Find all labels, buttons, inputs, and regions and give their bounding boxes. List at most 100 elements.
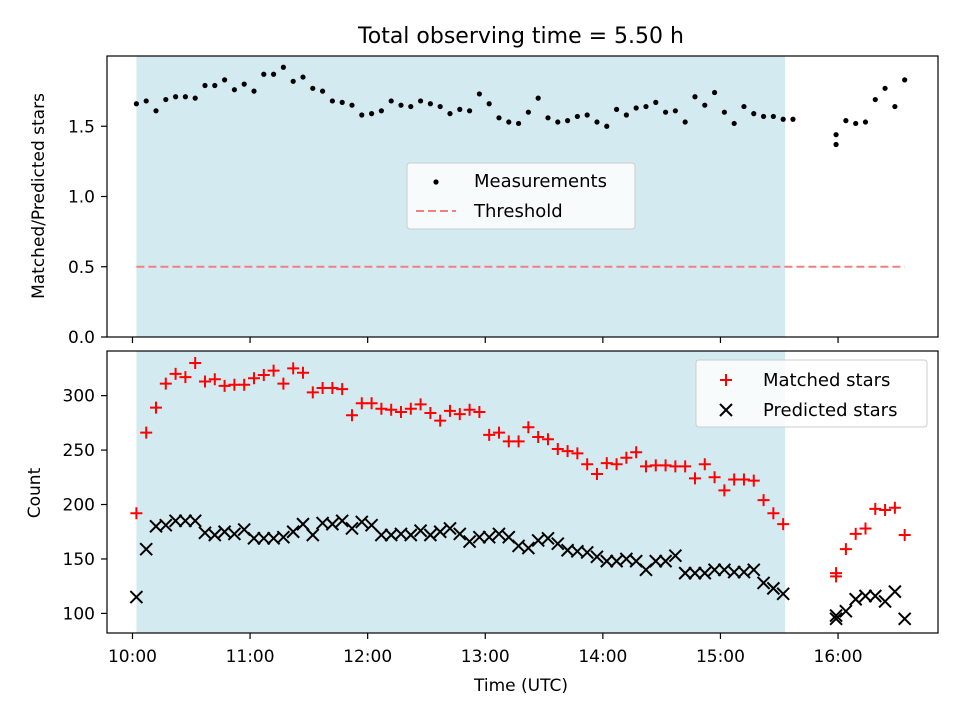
- counts-x-tick-label: 12:00: [343, 647, 392, 667]
- counts-observing-span: [136, 351, 786, 633]
- predicted-star-point: [306, 528, 320, 542]
- ratio-x-ticks: [131, 337, 839, 343]
- measurement-point: [833, 132, 839, 138]
- predicted-star-point: [247, 531, 261, 545]
- counts-legend: Matched stars Predicted stars: [695, 359, 928, 428]
- matched-star-point: [130, 507, 143, 520]
- measurement-point: [564, 118, 571, 124]
- predicted-star-point: [208, 528, 222, 542]
- predicted-star-point: [335, 514, 349, 528]
- measurement-point: [604, 123, 610, 129]
- matched-star-point: [757, 494, 770, 507]
- matched-star-point: [688, 472, 701, 485]
- matched-star-point: [414, 398, 427, 411]
- matched-star-point: [859, 522, 872, 535]
- matched-star-point: [830, 570, 843, 583]
- matched-star-point: [375, 402, 388, 415]
- predicted-star-point: [139, 542, 153, 556]
- chart-title: Total observing time = 5.50 h: [357, 24, 684, 49]
- predicted-star-point: [756, 576, 771, 590]
- matched-star-point: [839, 543, 852, 556]
- matched-star-point: [512, 435, 525, 448]
- matched-star-point: [336, 383, 349, 396]
- legend-measurements-label: Measurements: [474, 171, 607, 192]
- counts-x-tick-label: 10:00: [108, 647, 157, 667]
- matched-star-point: [463, 403, 476, 416]
- matched-star-point: [767, 507, 780, 520]
- measurement-point: [525, 109, 531, 115]
- measurement-point: [594, 119, 600, 125]
- matched-star-point: [777, 518, 790, 531]
- predicted-star-point: [747, 563, 761, 577]
- predicted-star-point: [257, 531, 271, 545]
- measurement-point: [408, 103, 414, 110]
- matched-star-point: [590, 468, 603, 481]
- ratio-y-tick-label: 1.5: [68, 117, 95, 137]
- counts-x-tick-label: 16:00: [814, 647, 863, 667]
- measurement-point: [300, 74, 306, 80]
- measurement-point: [163, 96, 169, 103]
- measurement-point: [672, 108, 678, 114]
- matched-star-point: [169, 367, 182, 380]
- matched-star-point: [532, 431, 545, 444]
- measurement-point: [721, 109, 727, 115]
- measurement-point: [241, 81, 247, 87]
- matched-star-point: [718, 484, 731, 497]
- measurement-point: [633, 105, 639, 111]
- counts-legend-box: [695, 359, 928, 428]
- predicted-star-point: [829, 612, 843, 626]
- measurement-point: [833, 141, 839, 148]
- counts-y-tick-label: 100: [63, 604, 95, 624]
- matched-star-point: [140, 426, 153, 439]
- predicted-star-point: [296, 517, 310, 531]
- matched-star-point: [257, 368, 270, 381]
- counts-y-axis-label: Count: [25, 467, 45, 518]
- measurement-point: [702, 102, 708, 108]
- matched-star-point: [287, 362, 300, 375]
- ratio-points: [133, 64, 908, 148]
- measurement-point: [515, 120, 522, 127]
- predicted-star-point: [492, 527, 506, 541]
- predicted-star-point: [888, 584, 902, 599]
- counts-axes-frame: [106, 350, 939, 634]
- measurement-point: [388, 98, 394, 104]
- matched-star-point: [610, 458, 623, 471]
- matched-star-point: [434, 414, 447, 427]
- measurement-point: [202, 82, 208, 89]
- measurement-point: [172, 94, 179, 100]
- matched-star-point: [869, 502, 882, 515]
- measurement-point: [427, 101, 433, 107]
- predicted-star-point: [698, 566, 712, 580]
- counts-points: [129, 356, 912, 626]
- legend-matched-label: Matched stars: [763, 370, 890, 391]
- measurement-point: [535, 95, 541, 101]
- predicted-star-point: [159, 518, 173, 532]
- predicted-star-point: [829, 608, 843, 623]
- legend-measurements-marker: [433, 179, 439, 185]
- measurement-point: [574, 113, 580, 120]
- matched-star-point: [679, 460, 692, 473]
- matched-star-point: [179, 371, 192, 384]
- measurement-point: [378, 108, 384, 114]
- legend-predicted-label: Predicted stars: [763, 400, 897, 421]
- predicted-star-point: [472, 530, 487, 544]
- matched-star-point: [306, 386, 319, 399]
- matched-star-point: [620, 451, 633, 464]
- predicted-star-point: [551, 537, 565, 551]
- measurement-point: [417, 98, 424, 104]
- matched-star-point: [561, 445, 574, 458]
- measurement-point: [368, 111, 375, 117]
- predicted-star-point: [168, 514, 183, 528]
- counts-x-tick-label: 13:00: [461, 647, 510, 667]
- matched-star-point: [888, 501, 901, 514]
- matched-star-point: [385, 403, 398, 416]
- matched-star-point: [218, 379, 231, 392]
- predicted-star-point: [355, 515, 369, 529]
- matched-star-point: [522, 421, 535, 434]
- predicted-star-point: [325, 517, 340, 531]
- predicted-star-point: [433, 525, 447, 539]
- measurement-point: [398, 102, 404, 108]
- matched-star-point: [747, 474, 760, 487]
- matched-star-point: [659, 459, 672, 472]
